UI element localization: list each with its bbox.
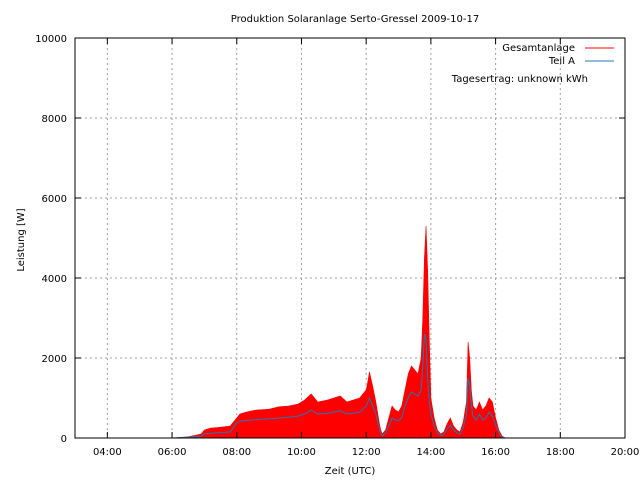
- y-tick-label: 10000: [35, 34, 67, 45]
- y-axis-label: Leistung [W]: [16, 208, 27, 271]
- series-teil-a-line: [172, 333, 506, 439]
- series-layer: [172, 225, 507, 439]
- y-tick-label: 6000: [42, 194, 67, 205]
- legend-label-gesamtanlage: Gesamtanlage: [502, 43, 575, 54]
- tick-layer: 04:00 06:00 08:00 10:00 12:00 14:00 16:00 18:00…: [35, 34, 639, 458]
- chart-title: Produktion Solaranlage Serto-Gressel 200…: [231, 14, 479, 25]
- legend: Gesamtanlage Teil A: [502, 43, 614, 67]
- daily-yield-annotation: Tagesertrag: unknown kWh: [451, 74, 588, 85]
- y-tick-label: 8000: [42, 114, 67, 125]
- x-tick-label: 16:00: [481, 447, 510, 458]
- legend-label-teil-a: Teil A: [548, 56, 575, 67]
- x-axis-label: Zeit (UTC): [325, 466, 376, 477]
- x-tick-label: 12:00: [352, 447, 381, 458]
- y-tick-label: 4000: [42, 274, 67, 285]
- x-tick-label: 08:00: [222, 447, 251, 458]
- x-tick-label: 14:00: [416, 447, 445, 458]
- plot-frame: [74, 37, 626, 439]
- y-tick-label: 0: [61, 434, 67, 445]
- x-tick-label: 04:00: [93, 447, 122, 458]
- x-tick-label: 20:00: [611, 447, 640, 458]
- grid: [75, 38, 625, 438]
- y-tick-label: 2000: [42, 354, 67, 365]
- x-tick-label: 18:00: [546, 447, 575, 458]
- x-tick-label: 06:00: [158, 447, 187, 458]
- x-tick-label: 10:00: [287, 447, 316, 458]
